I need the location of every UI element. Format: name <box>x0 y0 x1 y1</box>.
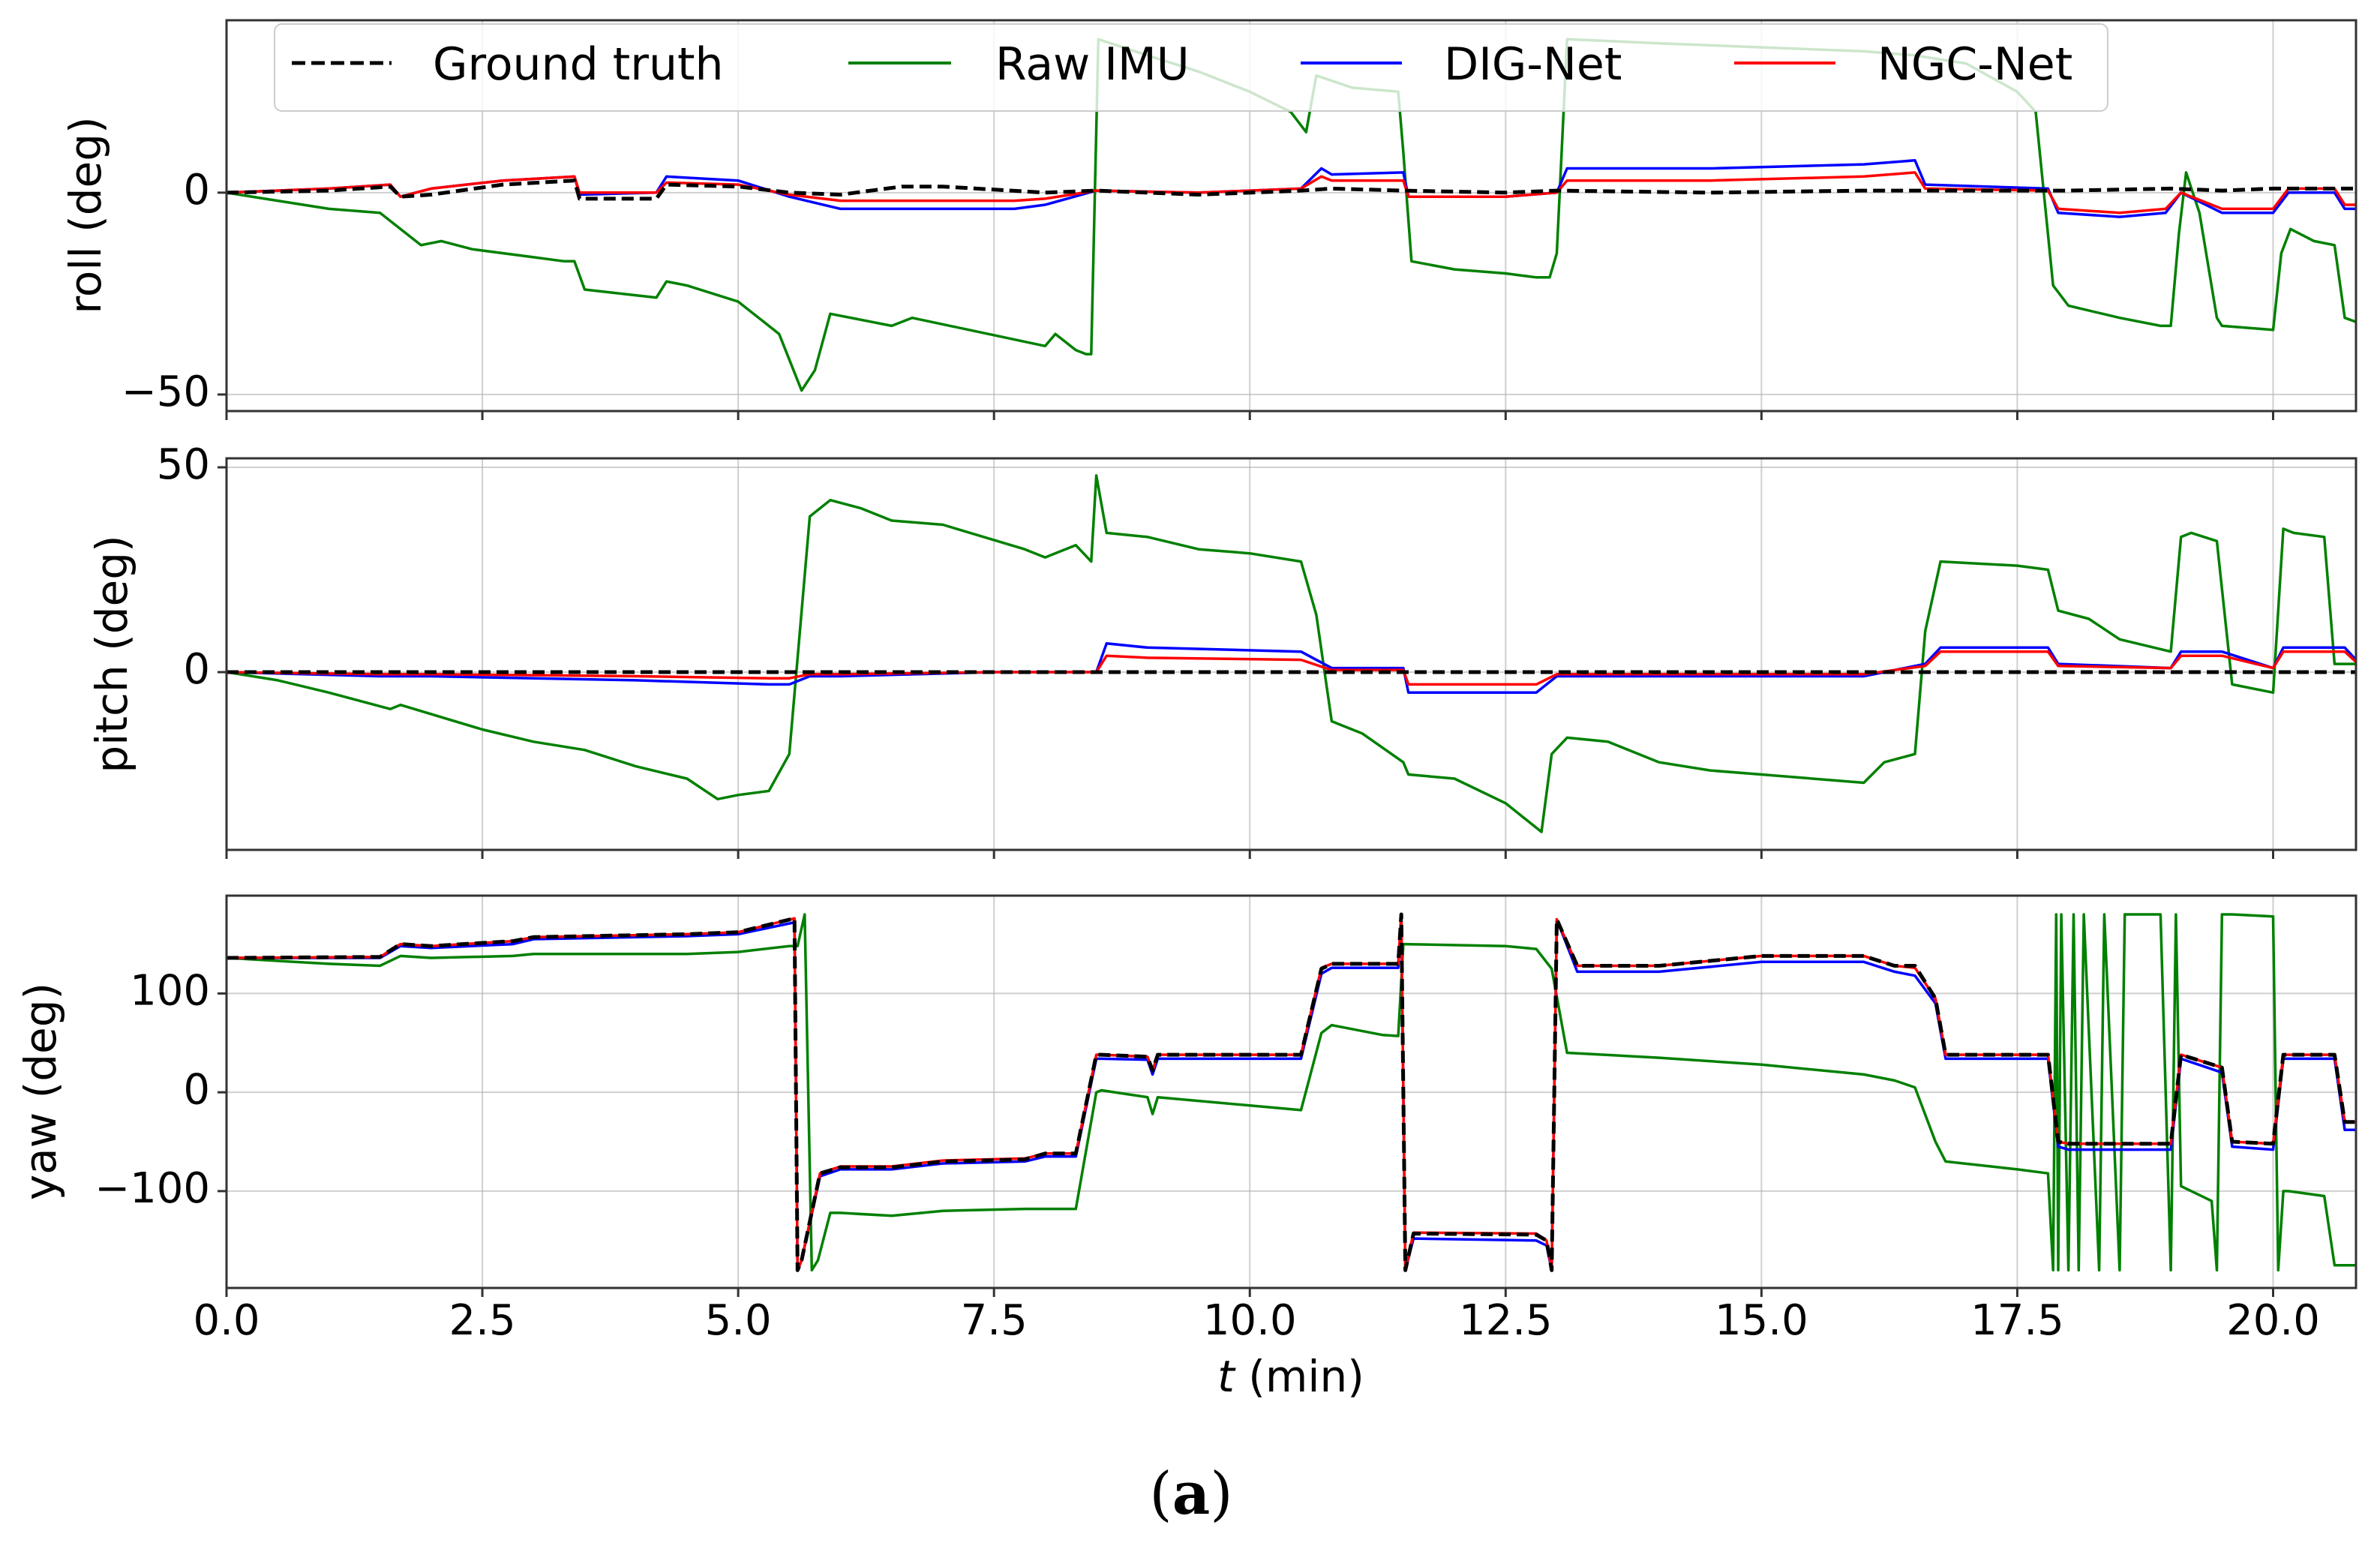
legend-label: Raw IMU <box>995 38 1190 91</box>
y-tick-label: 0 <box>183 166 210 215</box>
legend-label: DIG-Net <box>1444 38 1622 91</box>
pitch-axes-frame <box>225 457 2357 851</box>
series-ngc-net <box>227 650 2356 686</box>
yaw-series <box>227 912 2356 1272</box>
x-tick-label: 10.0 <box>1203 1296 1297 1345</box>
legend-item-dig-net: DIG-Net <box>1301 38 1622 91</box>
figure-caption: (a) <box>1149 1460 1232 1528</box>
legend-label: Ground truth <box>433 38 724 91</box>
series-raw-imu <box>227 913 2356 1272</box>
roll-subplot: 0 −50 roll (deg) <box>60 19 2357 420</box>
y-tick-label: −100 <box>95 1164 210 1213</box>
yaw-gridlines <box>226 896 2356 1288</box>
x-tick-label: 12.5 <box>1459 1296 1553 1345</box>
x-tick-label: 15.0 <box>1715 1296 1808 1345</box>
series-ground-truth <box>227 912 2356 1272</box>
y-tick-label: 100 <box>130 967 210 1016</box>
x-axis-unit: (min) <box>1235 1351 1364 1402</box>
y-tick-label: 50 <box>157 440 210 489</box>
y-tick-label: 0 <box>183 1065 210 1114</box>
yaw-xticks: 0.0 2.5 5.0 7.5 10.0 12.5 15.0 17.5 20.0 <box>193 1288 2320 1345</box>
legend: Ground truth Raw IMU DIG-Net NGC-Net <box>274 23 2108 112</box>
pitch-subplot: 50 0 pitch (deg) <box>86 440 2357 859</box>
pitch-ylabel: pitch (deg) <box>86 535 137 773</box>
x-tick-label: 5.0 <box>705 1296 772 1345</box>
legend-item-ngc-net: NGC-Net <box>1734 38 2072 91</box>
y-tick-label: −50 <box>122 368 210 416</box>
roll-ylabel: roll (deg) <box>60 116 111 314</box>
x-tick-label: 0.0 <box>193 1296 260 1345</box>
pitch-series <box>227 474 2356 833</box>
legend-item-ground-truth: Ground truth <box>292 38 724 91</box>
x-tick-label: 17.5 <box>1970 1296 2064 1345</box>
series-ground-truth <box>227 179 2355 201</box>
caption-letter: a <box>1172 1460 1211 1528</box>
roll-axes-frame <box>225 19 2357 413</box>
pitch-xticks <box>225 850 2274 859</box>
pitch-yticks: 50 0 <box>157 440 227 694</box>
yaw-yticks: 100 0 −100 <box>95 967 227 1213</box>
x-tick-label: 2.5 <box>449 1296 516 1345</box>
legend-box <box>274 23 2108 112</box>
roll-xticks <box>225 411 2274 420</box>
y-tick-label: 0 <box>183 645 210 694</box>
legend-item-raw-imu: Raw IMU <box>848 38 1190 91</box>
series-raw-imu <box>227 474 2356 833</box>
x-tick-label: 20.0 <box>2226 1296 2320 1345</box>
legend-label: NGC-Net <box>1877 38 2072 91</box>
yaw-ylabel: yaw (deg) <box>15 983 66 1200</box>
x-axis-variable: t <box>1217 1351 1236 1402</box>
roll-yticks: 0 −50 <box>122 166 227 416</box>
pitch-gridlines <box>226 458 2356 850</box>
x-tick-label: 7.5 <box>961 1296 1028 1345</box>
yaw-subplot: 100 0 −100 0.0 2.5 5.0 7.5 10.0 12.5 15.0 17.5 20.… <box>15 894 2357 1345</box>
x-axis-label: t (min) <box>1217 1351 1364 1402</box>
